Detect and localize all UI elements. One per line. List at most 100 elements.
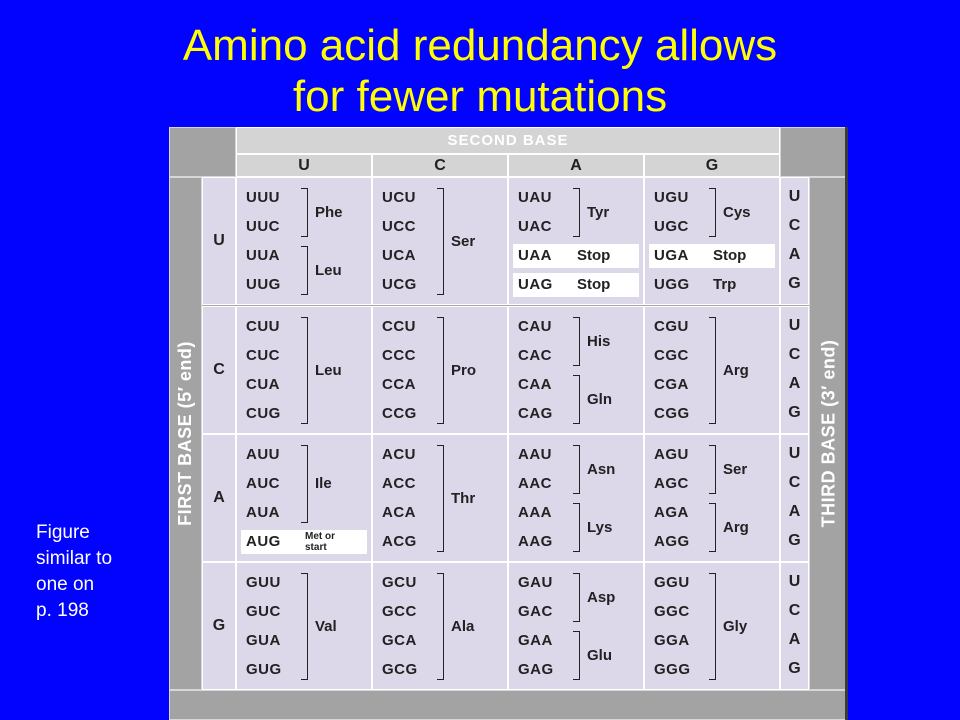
second-base-letter: A xyxy=(570,156,582,174)
codon-bracket xyxy=(573,188,580,237)
first-base-row-label: G xyxy=(202,562,236,690)
codon-block: GUU GUC GUA GUG Val xyxy=(236,562,372,690)
codon: GCA xyxy=(382,632,417,649)
codon: AAA xyxy=(518,504,552,521)
amino-acid-label: Ala xyxy=(451,617,475,635)
second-base-column-header: G xyxy=(644,154,780,177)
amino-acid-label: Leu xyxy=(315,361,342,379)
amino-acid-label: Arg xyxy=(723,361,749,379)
second-base-column-header: U xyxy=(236,154,372,177)
codon: CGC xyxy=(654,347,689,364)
genetic-code-table: SECOND BASE U C A G FIRST BASE (5′ end) THIRD … xyxy=(169,127,848,720)
codon: GCC xyxy=(382,603,417,620)
codon-bracket xyxy=(301,188,308,237)
third-base-letter: U xyxy=(788,188,801,205)
first-base-row-label: U xyxy=(202,177,236,305)
codon: GAA xyxy=(518,632,553,649)
codon: UAA xyxy=(518,247,552,264)
codon-bracket xyxy=(709,188,716,237)
codon-bracket xyxy=(301,246,308,295)
codon: CCA xyxy=(382,376,416,393)
codon: UUU xyxy=(246,189,280,206)
codon: UCG xyxy=(382,276,417,293)
first-base-letter: U xyxy=(213,232,225,249)
amino-acid-label: Stop xyxy=(713,247,747,264)
amino-acid-label: Val xyxy=(315,617,337,635)
third-base-letter: G xyxy=(788,660,801,677)
codon: GUA xyxy=(246,632,281,649)
codon: UCU xyxy=(382,189,416,206)
codon-block: AUU AUC AUA AUG Ile Met or start xyxy=(236,434,372,562)
codon-highlight xyxy=(513,273,639,297)
amino-acid-label: Asn xyxy=(587,460,616,478)
figure-note-line: p. 198 xyxy=(36,600,89,621)
codon: UGA xyxy=(654,247,689,264)
codon: UGU xyxy=(654,189,689,206)
codon-bracket xyxy=(573,503,580,552)
third-base-letter: C xyxy=(788,474,801,491)
codon-bracket xyxy=(437,188,444,295)
codon: GAG xyxy=(518,661,554,678)
codon-block: AGU AGC AGA AGG Ser Arg xyxy=(644,434,780,562)
codon-bracket xyxy=(709,445,716,494)
amino-acid-label: Arg xyxy=(723,518,749,536)
first-base-letter: G xyxy=(212,617,226,634)
amino-acid-label: Thr xyxy=(451,489,476,507)
first-base-row-label: C xyxy=(202,306,236,434)
third-base-letter: A xyxy=(788,503,801,520)
figure-note-line: Figure xyxy=(36,522,90,543)
codon: AAU xyxy=(518,446,552,463)
codon: CCC xyxy=(382,347,416,364)
first-base-letter: C xyxy=(213,361,225,378)
codon: AUC xyxy=(246,475,280,492)
codon-block: UGU UGC UGA UGG Cys Stop Trp xyxy=(644,177,780,305)
third-base-letter: U xyxy=(788,573,801,590)
codon: ACG xyxy=(382,533,417,550)
codon-block: GGU GGC GGA GGG Gly xyxy=(644,562,780,690)
codon: CCG xyxy=(382,405,417,422)
codon: UUC xyxy=(246,218,280,235)
second-base-label: SECOND BASE xyxy=(447,132,569,149)
codon-block: ACU ACC ACA ACG Thr xyxy=(372,434,508,562)
amino-acid-label: Ile xyxy=(315,475,332,492)
amino-acid-label: Ser xyxy=(723,460,748,478)
codon: GCG xyxy=(382,661,418,678)
codon-bracket xyxy=(437,317,444,424)
codon-block: CGU CGC CGA CGG Arg xyxy=(644,306,780,434)
codon-bracket xyxy=(709,573,716,680)
codon-block: GCU GCC GCA GCG Ala xyxy=(372,562,508,690)
codon: CUC xyxy=(246,347,280,364)
codon: GGC xyxy=(654,603,690,620)
codon-block: CCU CCC CCA CCG Pro xyxy=(372,306,508,434)
codon: GGA xyxy=(654,632,690,649)
first-base-row-label: A xyxy=(202,434,236,562)
table-edge xyxy=(845,127,848,720)
codon: GAU xyxy=(518,574,553,591)
codon-highlight xyxy=(513,244,639,268)
codon-bracket xyxy=(301,573,308,680)
codon-bracket xyxy=(573,375,580,424)
codon: UGC xyxy=(654,218,689,235)
third-base-letter: C xyxy=(788,217,801,234)
amino-acid-label: Glu xyxy=(587,646,612,664)
codon-block: UAU UAC UAA UAG Tyr Stop Stop xyxy=(508,177,644,305)
codon: UCA xyxy=(382,247,416,264)
third-base-letter: A xyxy=(788,631,801,648)
codon: AGC xyxy=(654,475,689,492)
amino-acid-label: His xyxy=(587,332,611,350)
codon-bracket xyxy=(437,445,444,552)
second-base-letter: C xyxy=(434,156,446,174)
codon: UUA xyxy=(246,247,280,264)
codon: GCU xyxy=(382,574,417,591)
codon: GUG xyxy=(246,661,282,678)
codon: ACA xyxy=(382,504,416,521)
codon-bracket xyxy=(573,445,580,494)
codon-bracket xyxy=(709,317,716,424)
codon-bracket xyxy=(301,445,308,523)
codon: CUG xyxy=(246,405,281,422)
codon: ACC xyxy=(382,475,416,492)
